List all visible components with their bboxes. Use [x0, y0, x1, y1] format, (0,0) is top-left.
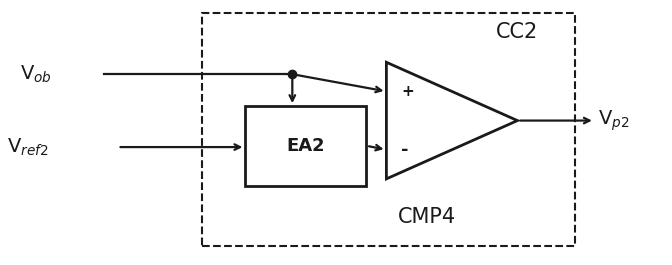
Text: V$_{p2}$: V$_{p2}$: [598, 108, 630, 133]
Text: CMP4: CMP4: [398, 207, 456, 227]
Text: CC2: CC2: [497, 22, 538, 42]
Text: +: +: [401, 84, 414, 99]
Polygon shape: [386, 62, 517, 179]
Text: V$_{ob}$: V$_{ob}$: [20, 64, 52, 85]
Text: V$_{ref2}$: V$_{ref2}$: [7, 136, 48, 158]
Text: -: -: [401, 141, 409, 159]
Bar: [245, 106, 366, 186]
Text: EA2: EA2: [286, 137, 325, 155]
